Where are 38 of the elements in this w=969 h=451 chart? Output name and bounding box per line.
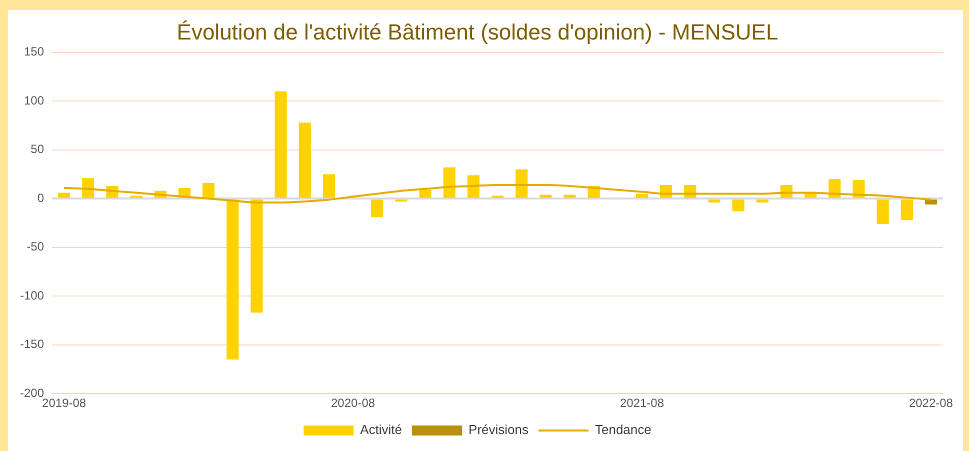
legend-label: Prévisions [468, 422, 529, 438]
y-tick-label: -100 [20, 288, 44, 302]
bar [756, 200, 768, 203]
y-tick-label: -150 [20, 337, 44, 352]
legend-label: Tendance [594, 422, 652, 438]
x-tick-label: 2020-08 [331, 396, 376, 410]
bar [419, 190, 432, 198]
bar [274, 91, 287, 198]
bar [250, 200, 263, 313]
y-tick-label: 150 [24, 44, 44, 59]
bar [322, 174, 335, 198]
y-tick-label: -200 [20, 386, 44, 400]
bar [732, 200, 744, 212]
bar [371, 200, 384, 218]
bar [202, 183, 215, 198]
bar [298, 122, 311, 198]
bar [636, 194, 648, 198]
bar [443, 167, 456, 198]
bar [226, 200, 239, 360]
y-tick-label: 50 [30, 142, 44, 156]
bar [516, 169, 528, 198]
x-tick-label: 2021-08 [620, 396, 664, 410]
y-tick-label: -50 [26, 240, 44, 254]
x-tick-label: 2019-08 [42, 396, 86, 410]
chart-title: Évolution de l'activité Bâtiment (soldes d'opinion) - MENSUEL [176, 19, 778, 44]
x-tick-label: 2022-08 [908, 396, 954, 410]
bar [540, 194, 552, 198]
line-series [63, 184, 932, 204]
bar [900, 200, 913, 220]
legend-label: Activité [360, 422, 402, 438]
bar [924, 200, 937, 204]
y-tick-label: 100 [24, 93, 44, 108]
bar [467, 175, 480, 198]
bar [876, 200, 889, 224]
bar [564, 194, 576, 198]
bar [708, 200, 720, 203]
y-tick-label: 0 [37, 190, 44, 205]
bar [58, 192, 70, 198]
